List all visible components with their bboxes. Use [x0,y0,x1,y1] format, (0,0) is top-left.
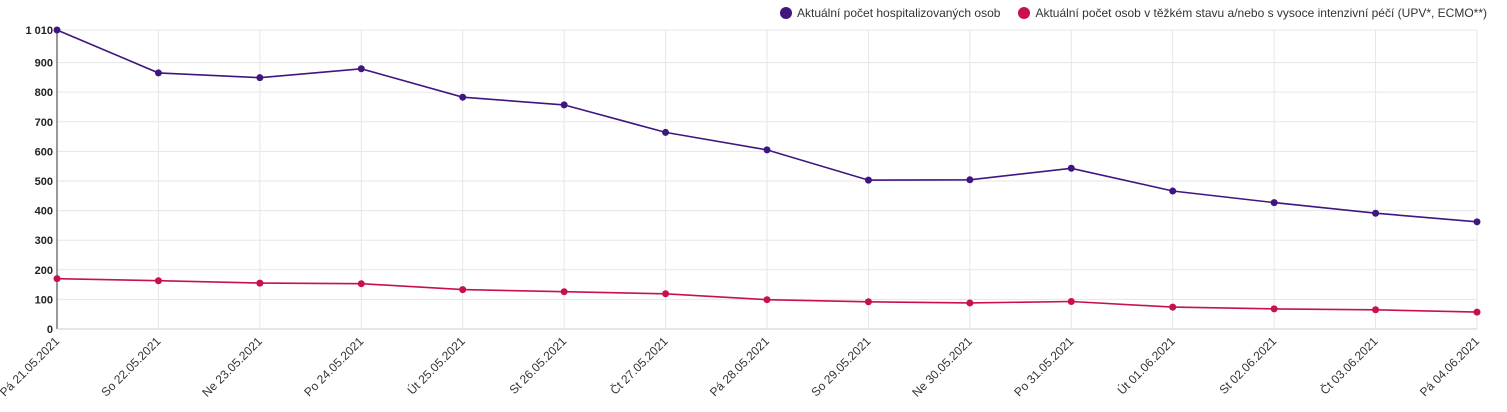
series-1-point [53,26,61,34]
series-1-point [763,146,771,154]
series-2-point [1372,306,1380,314]
y-tick-label: 1 010 [25,25,53,37]
series-2-point [459,286,467,294]
series-2-point [256,279,264,287]
x-tick-label: St 02.06.2021 [1216,334,1279,397]
series-1-point [1270,199,1278,207]
series-1-point [256,74,264,82]
series-2-point [357,280,365,288]
series-1-point [966,176,974,184]
series-2-point [662,290,670,298]
y-tick-label: 100 [35,294,53,306]
chart-legend: Aktuální počet hospitalizovaných osob Akt… [779,6,1487,20]
series-2-point [1473,308,1481,316]
series-2-point [53,275,61,283]
legend-dot-icon [779,7,792,19]
y-tick-label: 700 [35,117,53,129]
series-1-point [864,176,872,184]
series-2-point [1270,305,1278,313]
series-1-point [154,69,162,77]
x-tick-label: Ne 30.05.2021 [909,334,975,400]
y-tick-label: 500 [35,176,53,188]
x-tick-label: Út 25.05.2021 [404,333,468,397]
legend-item-2[interactable]: Aktuální počet osob v těžkém stavu a/neb… [1018,6,1487,20]
y-tick-label: 300 [35,235,53,247]
y-tick-label: 600 [35,146,53,158]
series-1-point [357,65,365,73]
series-1-point [1473,218,1481,226]
x-tick-label: St 26.05.2021 [506,334,569,397]
series-1-point [1372,209,1380,217]
series-1-point [1169,187,1177,195]
legend-label: Aktuální počet osob v těžkém stavu a/neb… [1035,6,1487,20]
x-tick-label: So 22.05.2021 [98,334,163,399]
y-tick-label: 400 [35,206,53,218]
x-tick-label: Út 01.06.2021 [1114,333,1178,397]
series-1-point [560,101,568,109]
series-2-point [154,277,162,285]
series-1-point [1067,164,1075,172]
y-tick-label: 800 [35,87,53,99]
x-tick-label: Čt 27.05.2021 [607,333,671,397]
x-tick-label: So 29.05.2021 [808,334,873,399]
legend-label: Aktuální počet hospitalizovaných osob [796,6,1001,20]
y-tick-label: 0 [47,324,53,336]
series-1-point [662,128,670,136]
x-tick-label: Ne 23.05.2021 [199,334,265,400]
series-2-point [1169,303,1177,311]
series-2-point [1067,297,1075,305]
x-tick-label: Po 31.05.2021 [1011,334,1076,399]
series-1-point [459,93,467,101]
legend-item-1[interactable]: Aktuální počet hospitalizovaných osob [779,6,1001,20]
y-tick-label: 200 [35,265,53,277]
series-2-point [864,298,872,306]
x-tick-label: Pá 04.06.2021 [1417,334,1482,399]
x-tick-label: Čt 03.06.2021 [1317,333,1381,397]
series-2-point [560,288,568,296]
series-2-point [763,296,771,304]
legend-dot-icon [1018,7,1031,19]
series-2-point [966,299,974,307]
y-tick-label: 900 [35,58,53,70]
x-tick-label: Pá 21.05.2021 [0,334,62,399]
x-tick-label: Pá 28.05.2021 [707,334,772,399]
x-tick-label: Po 24.05.2021 [301,334,366,399]
